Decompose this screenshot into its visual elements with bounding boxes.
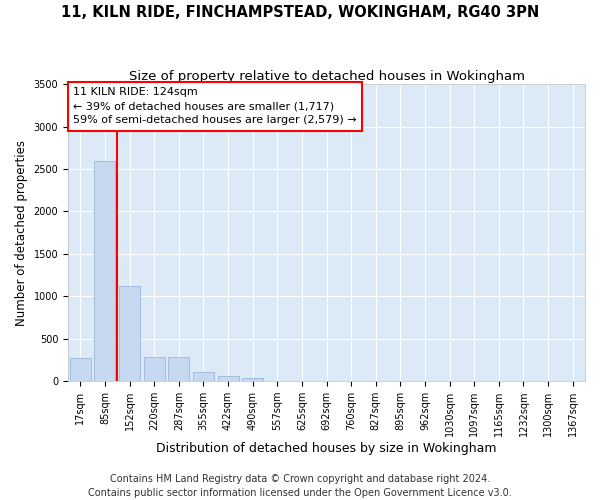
- Bar: [169, 357, 189, 381]
- Bar: [70, 358, 91, 381]
- Text: 11, KILN RIDE, FINCHAMPSTEAD, WOKINGHAM, RG40 3PN: 11, KILN RIDE, FINCHAMPSTEAD, WOKINGHAM,…: [61, 5, 539, 20]
- Text: 11 KILN RIDE: 124sqm
← 39% of detached houses are smaller (1,717)
59% of semi-de: 11 KILN RIDE: 124sqm ← 39% of detached h…: [73, 87, 357, 125]
- Text: Contains HM Land Registry data © Crown copyright and database right 2024.
Contai: Contains HM Land Registry data © Crown c…: [88, 474, 512, 498]
- Y-axis label: Number of detached properties: Number of detached properties: [15, 140, 28, 326]
- Bar: [119, 286, 140, 381]
- Bar: [94, 160, 115, 381]
- Bar: [242, 378, 263, 381]
- Bar: [144, 356, 164, 381]
- Bar: [218, 376, 239, 381]
- Title: Size of property relative to detached houses in Wokingham: Size of property relative to detached ho…: [128, 70, 524, 83]
- X-axis label: Distribution of detached houses by size in Wokingham: Distribution of detached houses by size …: [156, 442, 497, 455]
- Bar: [193, 372, 214, 381]
